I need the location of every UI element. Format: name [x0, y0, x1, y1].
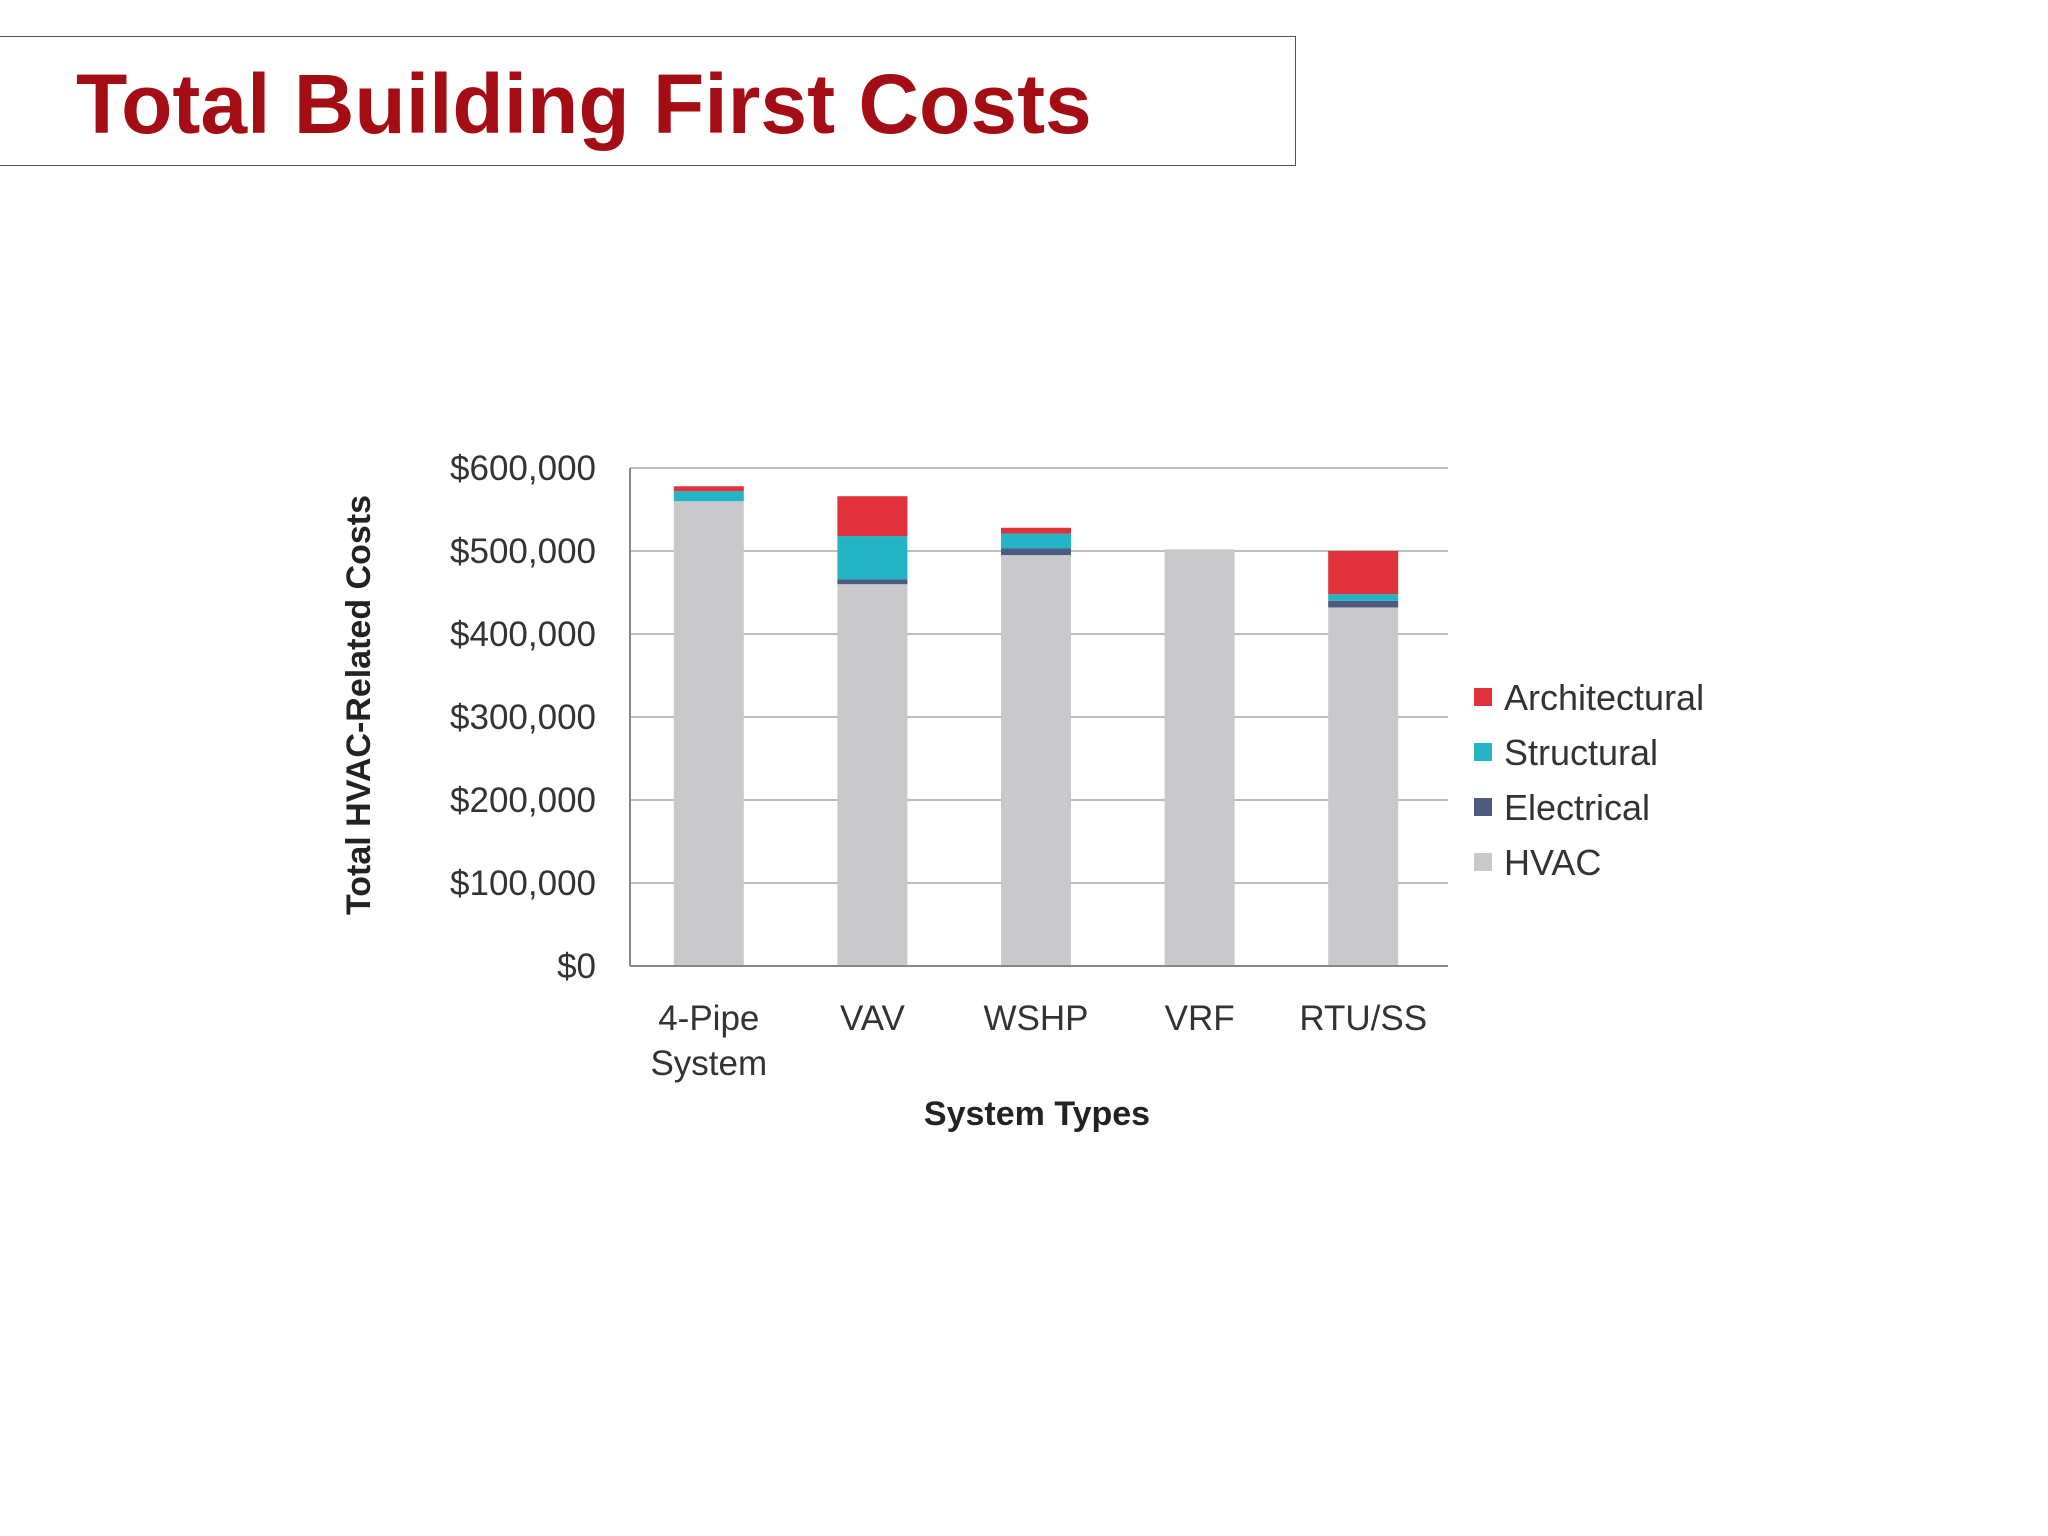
x-tick-labels: 4-Pipe System VAV WSHP VRF RTU/SS: [650, 999, 1427, 1083]
y-tick-label: $400,000: [450, 615, 596, 654]
x-tick-label: 4-Pipe System: [650, 999, 767, 1083]
legend-label-hvac: HVAC: [1504, 842, 1601, 883]
axes: [629, 468, 1448, 967]
legend-label-structural: Structural: [1504, 732, 1658, 773]
legend: Architectural Structural Electrical HVAC: [1474, 677, 1704, 883]
slide-title: Total Building First Costs: [76, 57, 1092, 151]
legend-swatch-hvac: [1474, 853, 1492, 871]
bar-segment-architectural: [837, 496, 908, 537]
bar-segment-hvac: [1328, 607, 1399, 966]
y-tick-label: $0: [557, 947, 596, 986]
bars: [673, 486, 1399, 966]
bar-segment-electrical: [1328, 600, 1399, 608]
y-axis-label: Total HVAC-Related Costs: [340, 495, 378, 915]
bar-segment-structural: [837, 536, 908, 580]
title-box: [0, 36, 1296, 166]
bar-segment-structural: [673, 491, 744, 502]
x-tick-label: VRF: [1165, 999, 1235, 1038]
x-axis-label: System Types: [924, 1095, 1150, 1133]
bar-segment-electrical: [1001, 548, 1071, 556]
bar-segment-architectural: [1328, 551, 1399, 595]
y-tick-label: $200,000: [450, 781, 596, 820]
bar-segment-structural: [1328, 594, 1399, 601]
bar-segment-hvac: [673, 501, 744, 966]
x-tick-label: VAV: [840, 999, 905, 1038]
legend-swatch-structural: [1474, 743, 1492, 761]
x-tick-label: WSHP: [984, 999, 1089, 1038]
legend-label-architectural: Architectural: [1504, 677, 1704, 718]
bar-segment-architectural: [1001, 527, 1071, 534]
y-tick-label: $500,000: [450, 532, 596, 571]
y-tick-label: $100,000: [450, 864, 596, 903]
y-tick-labels: $0 $100,000 $200,000 $300,000 $400,000 $500,0…: [450, 449, 596, 986]
legend-label-electrical: Electrical: [1504, 787, 1650, 828]
legend-swatch-electrical: [1474, 798, 1492, 816]
bar-segment-architectural: [673, 486, 744, 492]
y-tick-label: $600,000: [450, 449, 596, 488]
bar-segment-electrical: [837, 579, 908, 585]
bar-segment-structural: [1001, 533, 1071, 549]
bar-segment-hvac: [1001, 555, 1071, 966]
x-tick-label: RTU/SS: [1299, 999, 1427, 1038]
legend-swatch-architectural: [1474, 688, 1492, 706]
bar-segment-hvac: [837, 584, 908, 966]
y-tick-label: $300,000: [450, 698, 596, 737]
bar-segment-hvac: [1164, 549, 1235, 966]
